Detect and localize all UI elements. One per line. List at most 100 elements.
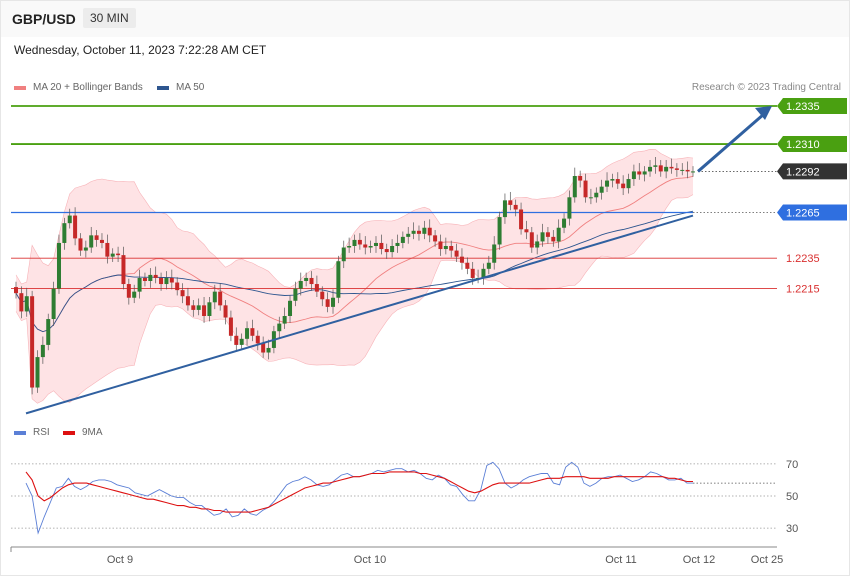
candle-body [116, 253, 121, 256]
candle-body [218, 291, 223, 306]
candle-body [486, 262, 491, 269]
candle [250, 319, 255, 342]
candle [180, 283, 185, 304]
candle [51, 281, 56, 326]
candle [73, 207, 78, 246]
legend-label-ma20: MA 20 + Bollinger Bands [33, 82, 143, 93]
rsi-tick-label-1: 50 [786, 491, 798, 503]
currency-pair-title: GBP/USD [12, 11, 76, 27]
legend-label-9ma: 9MA [82, 427, 103, 438]
candle [304, 272, 309, 287]
candle-body [309, 277, 314, 285]
candle [159, 272, 164, 291]
legend-rsi: RSI [14, 427, 50, 438]
candle-body [685, 169, 690, 172]
research-credit: Research © 2023 Trading Central [691, 82, 841, 93]
candle-body [110, 253, 115, 257]
candle [196, 298, 201, 316]
candle-body [497, 217, 502, 245]
time-tick-label-2: Oct 11 [605, 554, 637, 566]
candle-body [390, 246, 395, 253]
candle-body [282, 316, 287, 324]
candle-body [610, 179, 615, 181]
candle [331, 289, 336, 314]
candle [674, 163, 679, 177]
candle-body [422, 227, 427, 234]
candle [669, 158, 674, 174]
price-tag-label-1: 1.2310 [786, 139, 820, 151]
candle-body [40, 344, 45, 358]
legend-label-rsi: RSI [33, 427, 50, 438]
candle [14, 281, 18, 299]
candle-body [535, 241, 540, 248]
price-tag-label-0: 1.2335 [786, 101, 820, 113]
candle [325, 292, 330, 313]
candle-body [664, 166, 669, 172]
candle [62, 217, 67, 250]
candle-body [239, 338, 244, 345]
candle [540, 223, 545, 247]
candle-body [185, 296, 190, 306]
candle-body [368, 246, 373, 248]
candle [588, 188, 593, 205]
candle [438, 234, 443, 256]
candle-body [481, 268, 486, 278]
candle-body [288, 300, 293, 316]
price-tag-label-2: 1.2292 [786, 166, 820, 178]
candle [685, 161, 690, 179]
candle [40, 336, 45, 364]
rsi-line [25, 461, 693, 535]
candle-body [245, 328, 250, 339]
candle [497, 211, 502, 250]
candle-body [691, 171, 695, 173]
price-tag-0 [777, 98, 847, 114]
candle-body [56, 242, 61, 289]
candle [110, 248, 115, 262]
ma20-line [15, 175, 694, 333]
candle-body [164, 277, 169, 285]
timeframe-badge[interactable]: 30 MIN [83, 8, 136, 28]
candle [347, 237, 352, 253]
candle-body [465, 262, 470, 269]
candle [277, 316, 282, 339]
candle-body [433, 235, 438, 242]
candle-body [336, 261, 341, 298]
candle [529, 226, 534, 253]
candle-body [648, 166, 653, 172]
rsi-tick-label-0: 70 [786, 459, 798, 471]
candle-body [304, 277, 309, 281]
candle-body [83, 247, 88, 251]
candle-body [519, 209, 524, 230]
candle-body [212, 291, 217, 303]
candle-body [51, 288, 56, 320]
candle-body [395, 242, 400, 246]
candle-body [261, 343, 266, 353]
candle [395, 234, 400, 253]
candle-body [277, 323, 282, 332]
candle-body [207, 302, 212, 316]
candle [465, 257, 470, 275]
candle-body [578, 176, 583, 181]
candle [239, 333, 244, 351]
candle [67, 208, 72, 229]
candle [83, 240, 88, 258]
candle [228, 310, 233, 342]
candle [513, 199, 518, 217]
candle-body [357, 239, 362, 245]
candle-body [680, 169, 685, 171]
candle-body [502, 200, 507, 218]
candle [153, 266, 158, 284]
candle [132, 284, 137, 304]
candle-body [438, 241, 443, 250]
candle-body [583, 180, 588, 198]
candle [572, 167, 577, 203]
candle [266, 339, 271, 360]
candle-body [331, 297, 336, 307]
legend-swatch-ma20 [14, 85, 26, 90]
candle [648, 160, 653, 177]
candle-body [73, 215, 78, 239]
candle-body [62, 223, 67, 243]
candle [142, 272, 147, 287]
candle [169, 269, 174, 290]
candle [594, 187, 599, 203]
